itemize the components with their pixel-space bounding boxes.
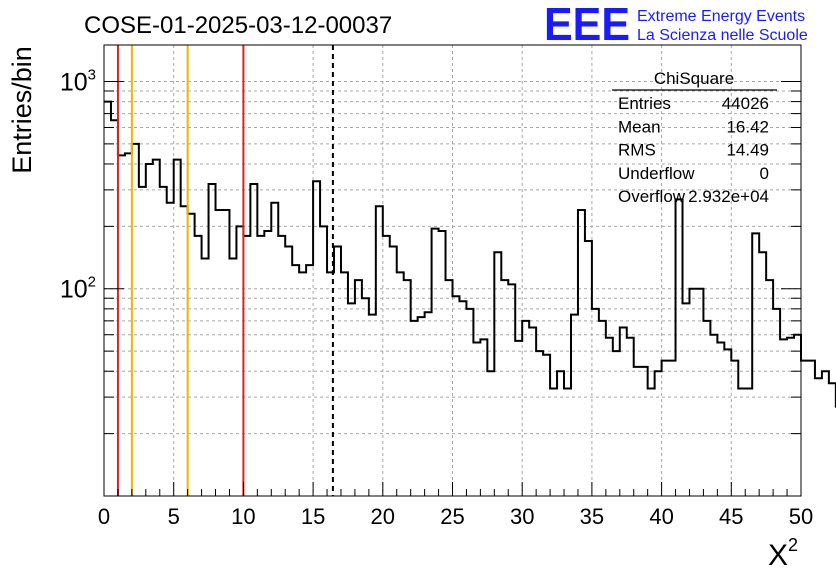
stats-label: Entries (618, 94, 671, 113)
stats-value: 14.49 (726, 141, 769, 160)
x-tick-label: 10 (231, 504, 255, 529)
y-tick-label: 103 (60, 66, 96, 96)
stats-label: Mean (618, 117, 661, 136)
stats-value: 16.42 (726, 117, 769, 136)
x-tick-label: 25 (440, 504, 464, 529)
x-tick-label: 35 (580, 504, 604, 529)
x-tick-label: 20 (371, 504, 395, 529)
eee-logo-text: EEE (544, 0, 630, 50)
x-axis-label: X2 (768, 535, 798, 572)
y-tick-label: 102 (60, 274, 96, 304)
y-axis-label: Entries/bin (7, 46, 37, 174)
x-tick-label: 15 (301, 504, 325, 529)
logo-line-2: La Scienza nelle Scuole (637, 27, 808, 44)
chart-title: COSE-01-2025-03-12-00037 (84, 12, 392, 39)
reference-lines (116, 45, 334, 496)
x-tick-label: 50 (789, 504, 813, 529)
stats-title: ChiSquare (654, 69, 734, 88)
x-tick-label: 0 (98, 504, 110, 529)
x-tick-labels: 0 5 10 15 20 25 30 35 40 45 50 (98, 504, 813, 529)
stats-label: Underflow (618, 164, 695, 183)
x-tick-label: 40 (649, 504, 673, 529)
histogram-bars (104, 100, 836, 408)
histogram-outline (104, 100, 836, 408)
y-tick-labels: 102 103 (60, 66, 96, 303)
stats-label: Overflow (618, 187, 686, 206)
x-tick-label: 30 (510, 504, 534, 529)
grid (104, 45, 801, 496)
stats-value: 44026 (722, 94, 769, 113)
x-tick-label: 45 (719, 504, 743, 529)
stats-rows: Entries 44026 Mean 16.42 RMS 14.49 Underflow 0 O… (618, 94, 769, 206)
axis-ticks (103, 80, 802, 497)
x-tick-label: 5 (168, 504, 180, 529)
logo-line-1: Extreme Energy Events (637, 8, 805, 25)
stats-box: ChiSquare Entries 44026 Mean 16.42 RMS 14.49 U… (612, 69, 777, 206)
stats-value: 0 (760, 164, 769, 183)
stats-value: 2.932e+04 (688, 187, 769, 206)
stats-label: RMS (618, 141, 656, 160)
